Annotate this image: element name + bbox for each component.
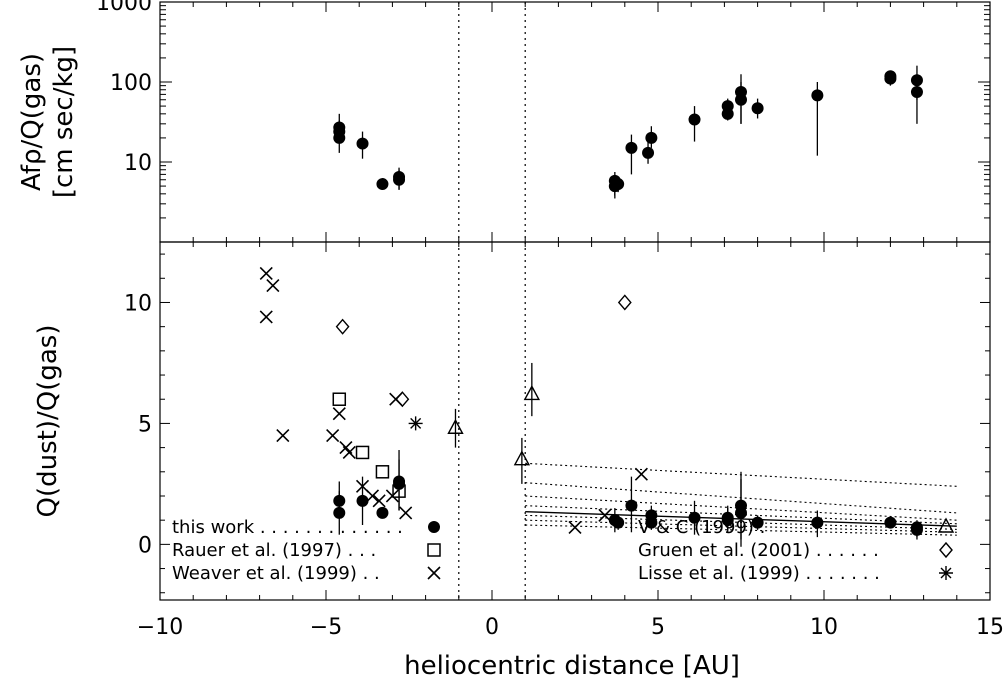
data-point-weaver-et-al-1999	[326, 428, 340, 443]
legend-marker-left-1	[427, 543, 441, 557]
data-point-this-work	[751, 516, 764, 529]
data-point-weaver-et-al-1999	[399, 506, 413, 520]
x-tick-label-1: −5	[310, 615, 342, 640]
legend-marker-left-2	[427, 566, 441, 580]
top-y-tick-label-2: 1000	[96, 0, 152, 16]
data-point-gruen-et-al-2001	[617, 294, 632, 311]
top-ylabel-line1: Afρ/Q(gas)	[17, 53, 47, 191]
legend-label-left-0: this work . . . . . . . . . . . . .	[172, 517, 403, 538]
x-tick-label-0: −10	[137, 615, 183, 640]
data-point-rauer-et-al-1997	[375, 465, 390, 479]
data-point-weaver-et-al-1999	[598, 508, 612, 522]
data-point-this-work	[376, 506, 389, 519]
top-data-point	[625, 141, 638, 154]
bottom-y-tick-label-0: 0	[138, 533, 152, 558]
data-point-this-work	[688, 511, 701, 524]
data-point-weaver-et-al-1999	[365, 489, 380, 503]
data-point-rauer-et-al-1997	[392, 484, 406, 498]
top-data-point	[688, 113, 701, 126]
data-point-this-work	[356, 494, 369, 507]
top-data-point	[751, 102, 764, 115]
bottom-y-tick-label-2: 10	[124, 291, 152, 316]
data-point-this-work	[645, 516, 658, 529]
data-point-this-work	[625, 499, 638, 512]
bottom-y-tick-label-1: 5	[138, 412, 152, 437]
data-point-this-work	[811, 516, 824, 529]
data-point-rauer-et-al-1997	[355, 445, 370, 460]
legend-marker-right-1	[939, 541, 953, 559]
bottom-ylabel: Q(dust)/Q(gas)	[33, 325, 63, 518]
legend-label-right-0: V & C (1999) .	[638, 517, 765, 538]
top-data-point	[333, 131, 346, 144]
top-data-point	[721, 107, 734, 120]
data-point-this-work	[612, 516, 625, 529]
data-point-weaver-et-al-1999	[259, 266, 273, 281]
data-point-weaver-et-al-1999	[259, 310, 273, 324]
data-point-weaver-et-al-1999	[385, 489, 399, 503]
top-plot-frame	[159, 1, 991, 243]
data-point-weaver-et-al-1999	[342, 445, 356, 460]
data-point-v-c-1999	[523, 384, 541, 401]
data-point-weaver-et-al-1999	[266, 278, 280, 293]
axis-labels: Afρ/Q(gas) [cm sec/kg] Q(dust)/Q(gas) he…	[17, 46, 740, 681]
data-point-lisse-et-al-1999	[408, 416, 423, 431]
top-data-point	[393, 173, 406, 186]
data-point-this-work	[884, 516, 897, 529]
top-data-point	[811, 89, 824, 102]
top-data-point	[910, 85, 923, 98]
top-data-point	[735, 93, 747, 106]
top-y-tick-label-1: 100	[110, 71, 152, 96]
data-point-weaver-et-al-1999	[332, 407, 346, 421]
top-data-point	[642, 146, 655, 159]
data-point-gruen-et-al-2001	[395, 391, 410, 408]
legend-marker-right-2	[939, 566, 953, 580]
data-point-this-work	[393, 477, 406, 490]
data-point-this-work	[721, 514, 734, 527]
top-y-tick-label-0: 10	[124, 151, 152, 176]
top-data-point	[356, 137, 369, 150]
bottom-plot-frame	[159, 241, 991, 601]
top-data-point	[376, 178, 389, 191]
top-data-point	[884, 72, 897, 85]
data-point-this-work	[735, 506, 747, 519]
x-tick-label-2: 0	[485, 615, 499, 640]
legend-label-right-1: Gruen et al. (2001) . . . . . .	[638, 540, 879, 561]
data-point-weaver-et-al-1999	[634, 467, 648, 481]
data-point-weaver-et-al-1999	[276, 428, 290, 443]
data-point-v-c-1999	[513, 450, 531, 466]
legend-marker-right-0	[937, 517, 955, 533]
data-point-weaver-et-al-1999	[568, 520, 582, 534]
data-point-v-c-1999	[447, 418, 464, 434]
x-tick-label-4: 10	[810, 615, 838, 640]
data-point-rauer-et-al-1997	[332, 392, 347, 406]
data-point-this-work	[333, 506, 346, 519]
legend-marker-left-0	[428, 521, 440, 533]
data-point-weaver-et-al-1999	[372, 494, 386, 508]
x-tick-label-3: 5	[651, 615, 665, 640]
data-point-this-work	[910, 523, 923, 536]
x-axis-label: heliocentric distance [AU]	[404, 651, 740, 681]
top-data-point	[645, 131, 658, 144]
legend-label-left-2: Weaver et al. (1999) . .	[172, 563, 380, 584]
legend-label-right-2: Lisse et al. (1999) . . . . . . .	[638, 563, 880, 584]
top-ylabel-line2: [cm sec/kg]	[49, 46, 79, 198]
legend-label-left-1: Rauer et al. (1997) . . .	[172, 540, 376, 561]
bottom-panel: −10 −5 0 5 10 15 0 5 10 this work . . . . . . . .…	[124, 241, 1004, 640]
x-tick-label-5: 15	[976, 615, 1004, 640]
top-data-point	[608, 180, 621, 193]
top-panel: 10 100 1000	[96, 0, 991, 243]
data-point-gruen-et-al-2001	[335, 318, 350, 335]
